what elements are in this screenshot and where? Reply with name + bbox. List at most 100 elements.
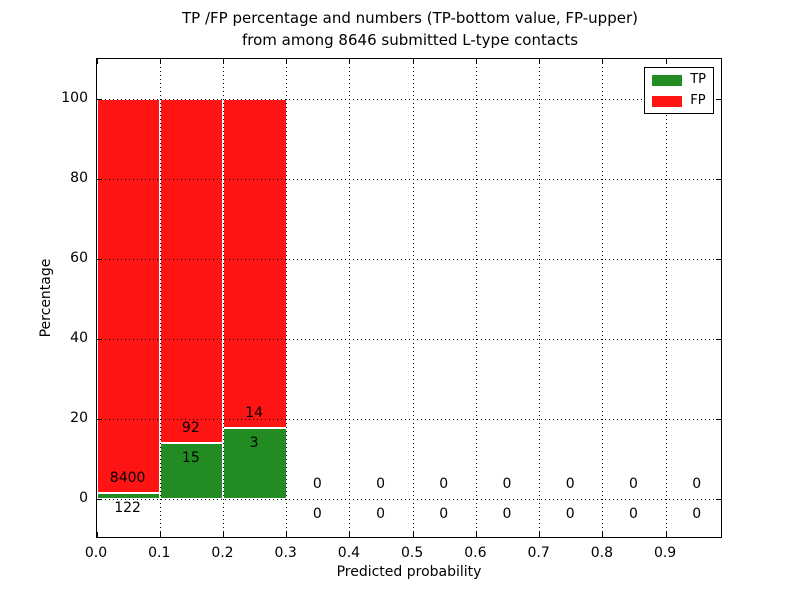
x-tick-label: 0.9 xyxy=(653,545,677,561)
gridline-vertical xyxy=(349,59,351,537)
y-tickmark-left xyxy=(97,498,102,500)
tp-count-label: 0 xyxy=(692,506,702,522)
y-tickmark-right xyxy=(716,258,721,260)
x-tickmark-bottom xyxy=(475,532,477,537)
gridline-vertical xyxy=(412,59,414,537)
y-tick-label: 40 xyxy=(70,330,88,346)
y-tickmark-left xyxy=(97,418,102,420)
gridline-vertical xyxy=(539,59,541,537)
y-tickmark-right xyxy=(716,498,721,500)
gridline-vertical xyxy=(159,59,161,537)
tp-count-label: 0 xyxy=(502,506,512,522)
fp-count-label: 0 xyxy=(502,476,512,492)
y-tick-label: 80 xyxy=(70,170,88,186)
legend: TP FP xyxy=(644,67,714,114)
fp-count-label: 0 xyxy=(439,476,449,492)
legend-label-fp: FP xyxy=(690,93,706,108)
gridline-horizontal xyxy=(97,98,721,100)
fp-count-label: 0 xyxy=(376,476,385,492)
x-tick-label: 0.8 xyxy=(590,545,613,561)
chart-title-line1: TP /FP percentage and numbers (TP-bottom… xyxy=(182,9,638,27)
fp-count-label: 8400 xyxy=(109,470,146,487)
fp-count-label: 0 xyxy=(565,476,575,492)
bar-segment-tp xyxy=(160,442,224,499)
x-tick-label: 0.7 xyxy=(527,545,550,561)
y-tick-label: 100 xyxy=(61,90,88,106)
x-tickmark-top xyxy=(222,59,224,64)
plot-area: TP FP xyxy=(96,58,722,538)
y-tickmark-right xyxy=(716,178,721,180)
bar-segment-fp xyxy=(223,99,287,429)
fp-count-label: 14 xyxy=(245,405,263,422)
chart-title: TP /FP percentage and numbers (TP-bottom… xyxy=(60,7,760,51)
x-tickmark-top xyxy=(412,59,414,64)
x-tickmark-bottom xyxy=(539,532,541,537)
x-tickmark-bottom xyxy=(222,532,224,537)
fp-count-label: 0 xyxy=(692,476,702,492)
legend-item-tp: TP xyxy=(652,72,706,87)
x-tickmark-bottom xyxy=(96,532,98,537)
x-tickmark-bottom xyxy=(349,532,351,537)
x-tick-label: 0.6 xyxy=(464,545,487,561)
tp-count-label: 122 xyxy=(114,500,141,517)
fp-count-label: 92 xyxy=(181,419,200,436)
x-tickmark-bottom xyxy=(412,532,414,537)
gridline-horizontal xyxy=(97,498,721,500)
gridline-horizontal xyxy=(97,178,721,180)
x-axis-label: Predicted probability xyxy=(336,564,482,580)
x-tickmark-top xyxy=(475,59,477,64)
fp-count-label: 0 xyxy=(312,476,322,492)
x-tickmark-top xyxy=(96,59,98,64)
gridline-horizontal xyxy=(97,338,721,340)
x-tick-label: 0.3 xyxy=(274,545,297,561)
y-tick-label: 0 xyxy=(79,490,88,506)
x-tickmark-bottom xyxy=(286,532,288,537)
x-tickmark-bottom xyxy=(665,532,667,537)
gridline-vertical xyxy=(286,59,288,537)
tp-count-label: 0 xyxy=(565,506,575,522)
tp-count-label: 3 xyxy=(249,435,259,452)
x-tickmark-top xyxy=(539,59,541,64)
bar-segment-fp xyxy=(160,99,224,443)
x-tick-label: 0.5 xyxy=(401,545,424,561)
x-tickmark-bottom xyxy=(159,532,161,537)
chart-title-line2: from among 8646 submitted L-type contact… xyxy=(241,31,579,49)
tp-count-label: 15 xyxy=(181,449,200,466)
x-tickmark-bottom xyxy=(602,532,604,537)
gridline-vertical xyxy=(222,59,224,537)
bar-segment-tp xyxy=(223,428,287,499)
x-tickmark-top xyxy=(665,59,667,64)
tp-count-label: 0 xyxy=(312,506,322,522)
x-tick-label: 0.1 xyxy=(148,545,171,561)
legend-swatch-fp xyxy=(652,95,683,107)
gridline-vertical xyxy=(665,59,667,537)
x-tick-label: 0.4 xyxy=(337,545,361,561)
legend-swatch-tp xyxy=(652,74,683,86)
gridline-horizontal xyxy=(97,418,721,420)
legend-label-tp: TP xyxy=(690,72,706,87)
x-tick-label: 0.0 xyxy=(84,545,108,561)
fp-count-label: 0 xyxy=(629,476,638,492)
x-tickmark-top xyxy=(286,59,288,64)
gridline-vertical xyxy=(602,59,604,537)
y-tick-label: 60 xyxy=(70,250,88,266)
x-tickmark-top xyxy=(602,59,604,64)
legend-item-fp: FP xyxy=(652,93,706,108)
y-tickmark-right xyxy=(716,418,721,420)
y-tickmark-right xyxy=(716,98,721,100)
y-tickmark-left xyxy=(97,338,102,340)
y-tickmark-left xyxy=(97,178,102,180)
gridline-vertical xyxy=(475,59,477,537)
tp-count-label: 0 xyxy=(629,506,638,522)
gridline-horizontal xyxy=(97,258,721,260)
y-tickmark-right xyxy=(716,338,721,340)
y-tick-label: 20 xyxy=(70,410,88,426)
tp-count-label: 0 xyxy=(439,506,449,522)
x-tickmark-top xyxy=(349,59,351,64)
y-axis-label: Percentage xyxy=(38,258,54,338)
y-tickmark-left xyxy=(97,258,102,260)
x-tickmark-top xyxy=(159,59,161,64)
tp-count-label: 0 xyxy=(376,506,385,522)
bar-segment-fp xyxy=(97,99,161,494)
